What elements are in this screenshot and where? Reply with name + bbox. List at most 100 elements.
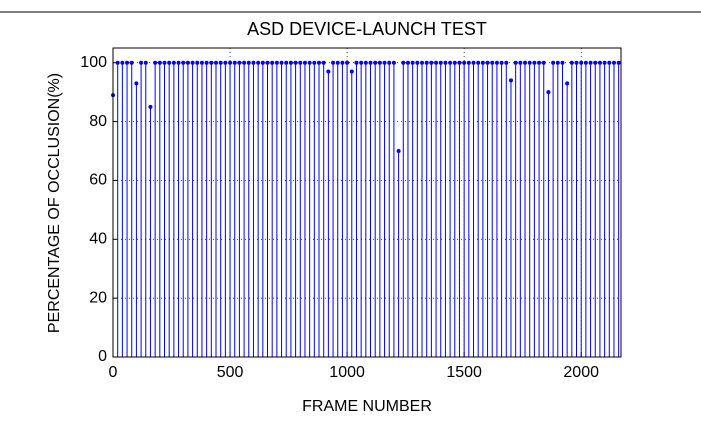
- stem-marker: [452, 60, 457, 65]
- stem-marker: [139, 60, 144, 65]
- x-tick-label: 1000: [329, 364, 365, 381]
- stem-marker: [597, 60, 602, 65]
- stem-marker: [251, 60, 256, 65]
- stem-marker: [396, 149, 401, 153]
- stem-marker: [157, 60, 162, 65]
- stem-marker: [457, 60, 462, 65]
- stem-marker: [321, 60, 326, 65]
- stem-marker: [153, 60, 158, 65]
- stem-marker: [387, 60, 392, 65]
- y-tick-label: 100: [80, 54, 107, 71]
- stem-marker: [490, 60, 495, 65]
- stem-marker: [223, 60, 228, 65]
- chart-title: ASD DEVICE-LAUNCH TEST: [247, 19, 487, 39]
- x-tick-label: 1500: [446, 364, 482, 381]
- stem-marker: [162, 60, 167, 65]
- stem-marker: [485, 60, 490, 65]
- stem-marker: [415, 60, 420, 65]
- y-axis-label: PERCENTAGE OF OCCLUSION(%): [46, 73, 63, 333]
- stem-marker: [214, 60, 219, 65]
- stem-marker: [302, 60, 307, 65]
- y-tick-label: 60: [89, 172, 107, 189]
- stem-marker: [434, 60, 439, 65]
- stem-marker: [420, 60, 425, 65]
- y-tick-label: 40: [89, 231, 107, 248]
- stem-marker: [471, 60, 476, 65]
- stem-marker: [373, 60, 378, 65]
- stem-marker: [527, 60, 532, 65]
- stem-marker: [499, 60, 504, 65]
- stem-marker: [574, 60, 579, 65]
- stem-marker: [480, 60, 485, 65]
- stem-marker: [607, 60, 612, 65]
- stem-marker: [611, 60, 616, 65]
- stem-marker: [429, 60, 434, 65]
- stem-marker: [602, 60, 607, 65]
- stem-marker: [565, 81, 570, 86]
- stem-marker: [288, 60, 293, 65]
- stem-marker: [125, 60, 130, 65]
- stem-marker: [284, 60, 289, 65]
- stem-marker: [476, 60, 481, 65]
- stem-marker: [265, 60, 270, 65]
- stem-marker: [345, 60, 350, 65]
- x-axis-label: FRAME NUMBER: [302, 398, 432, 415]
- stem-marker: [579, 60, 584, 65]
- stem-marker: [508, 78, 513, 83]
- stem-marker: [176, 60, 181, 65]
- stem-marker: [274, 60, 279, 65]
- stem-marker: [354, 60, 359, 65]
- stem-marker: [359, 60, 364, 65]
- stem-marker: [167, 60, 172, 65]
- stem-marker: [293, 60, 298, 65]
- stem-marker: [190, 60, 195, 65]
- stem-marker: [569, 60, 574, 65]
- stem-marker: [541, 60, 546, 65]
- stem-marker: [115, 60, 120, 65]
- stem-marker: [518, 60, 523, 65]
- stem-marker: [377, 60, 382, 65]
- stem-marker: [143, 60, 148, 65]
- stem-marker: [312, 60, 317, 65]
- stem-marker: [593, 60, 598, 65]
- stem-marker: [134, 81, 139, 86]
- x-tick-label: 0: [109, 364, 118, 381]
- stem-marker: [228, 60, 233, 65]
- stem-marker: [120, 60, 125, 65]
- stem-marker: [368, 60, 373, 65]
- stem-marker: [237, 60, 242, 65]
- stem-marker: [546, 90, 551, 95]
- stem-marker: [204, 60, 209, 65]
- stem-marker: [466, 60, 471, 65]
- stem-marker: [551, 60, 556, 65]
- stem-marker: [195, 60, 200, 65]
- stem-marker: [560, 60, 565, 65]
- stem-marker: [148, 104, 153, 109]
- stem-marker: [232, 60, 237, 65]
- stem-marker: [171, 60, 176, 65]
- stem-marker: [326, 69, 331, 74]
- stem-marker: [331, 60, 336, 65]
- stem-marker: [523, 60, 528, 65]
- stem-marker: [410, 60, 415, 65]
- stem-marker: [532, 60, 537, 65]
- stem-marker: [349, 69, 354, 74]
- stem-marker: [504, 60, 509, 65]
- stem-marker: [129, 60, 134, 65]
- axes-box: [112, 47, 622, 358]
- stem-marker: [555, 60, 560, 65]
- stem-marker: [494, 60, 499, 65]
- stem-marker: [583, 60, 588, 65]
- stem-marker: [401, 60, 406, 65]
- stem-marker: [256, 60, 261, 65]
- stem-marker: [335, 60, 340, 65]
- x-tick-label: 2000: [563, 364, 599, 381]
- stem-marker: [391, 60, 396, 65]
- stem-marker: [363, 60, 368, 65]
- stem-marker: [307, 60, 312, 65]
- stem-marker: [616, 60, 621, 65]
- stem-marker: [462, 60, 467, 65]
- stem-marker: [185, 60, 190, 65]
- stem-marker: [588, 60, 593, 65]
